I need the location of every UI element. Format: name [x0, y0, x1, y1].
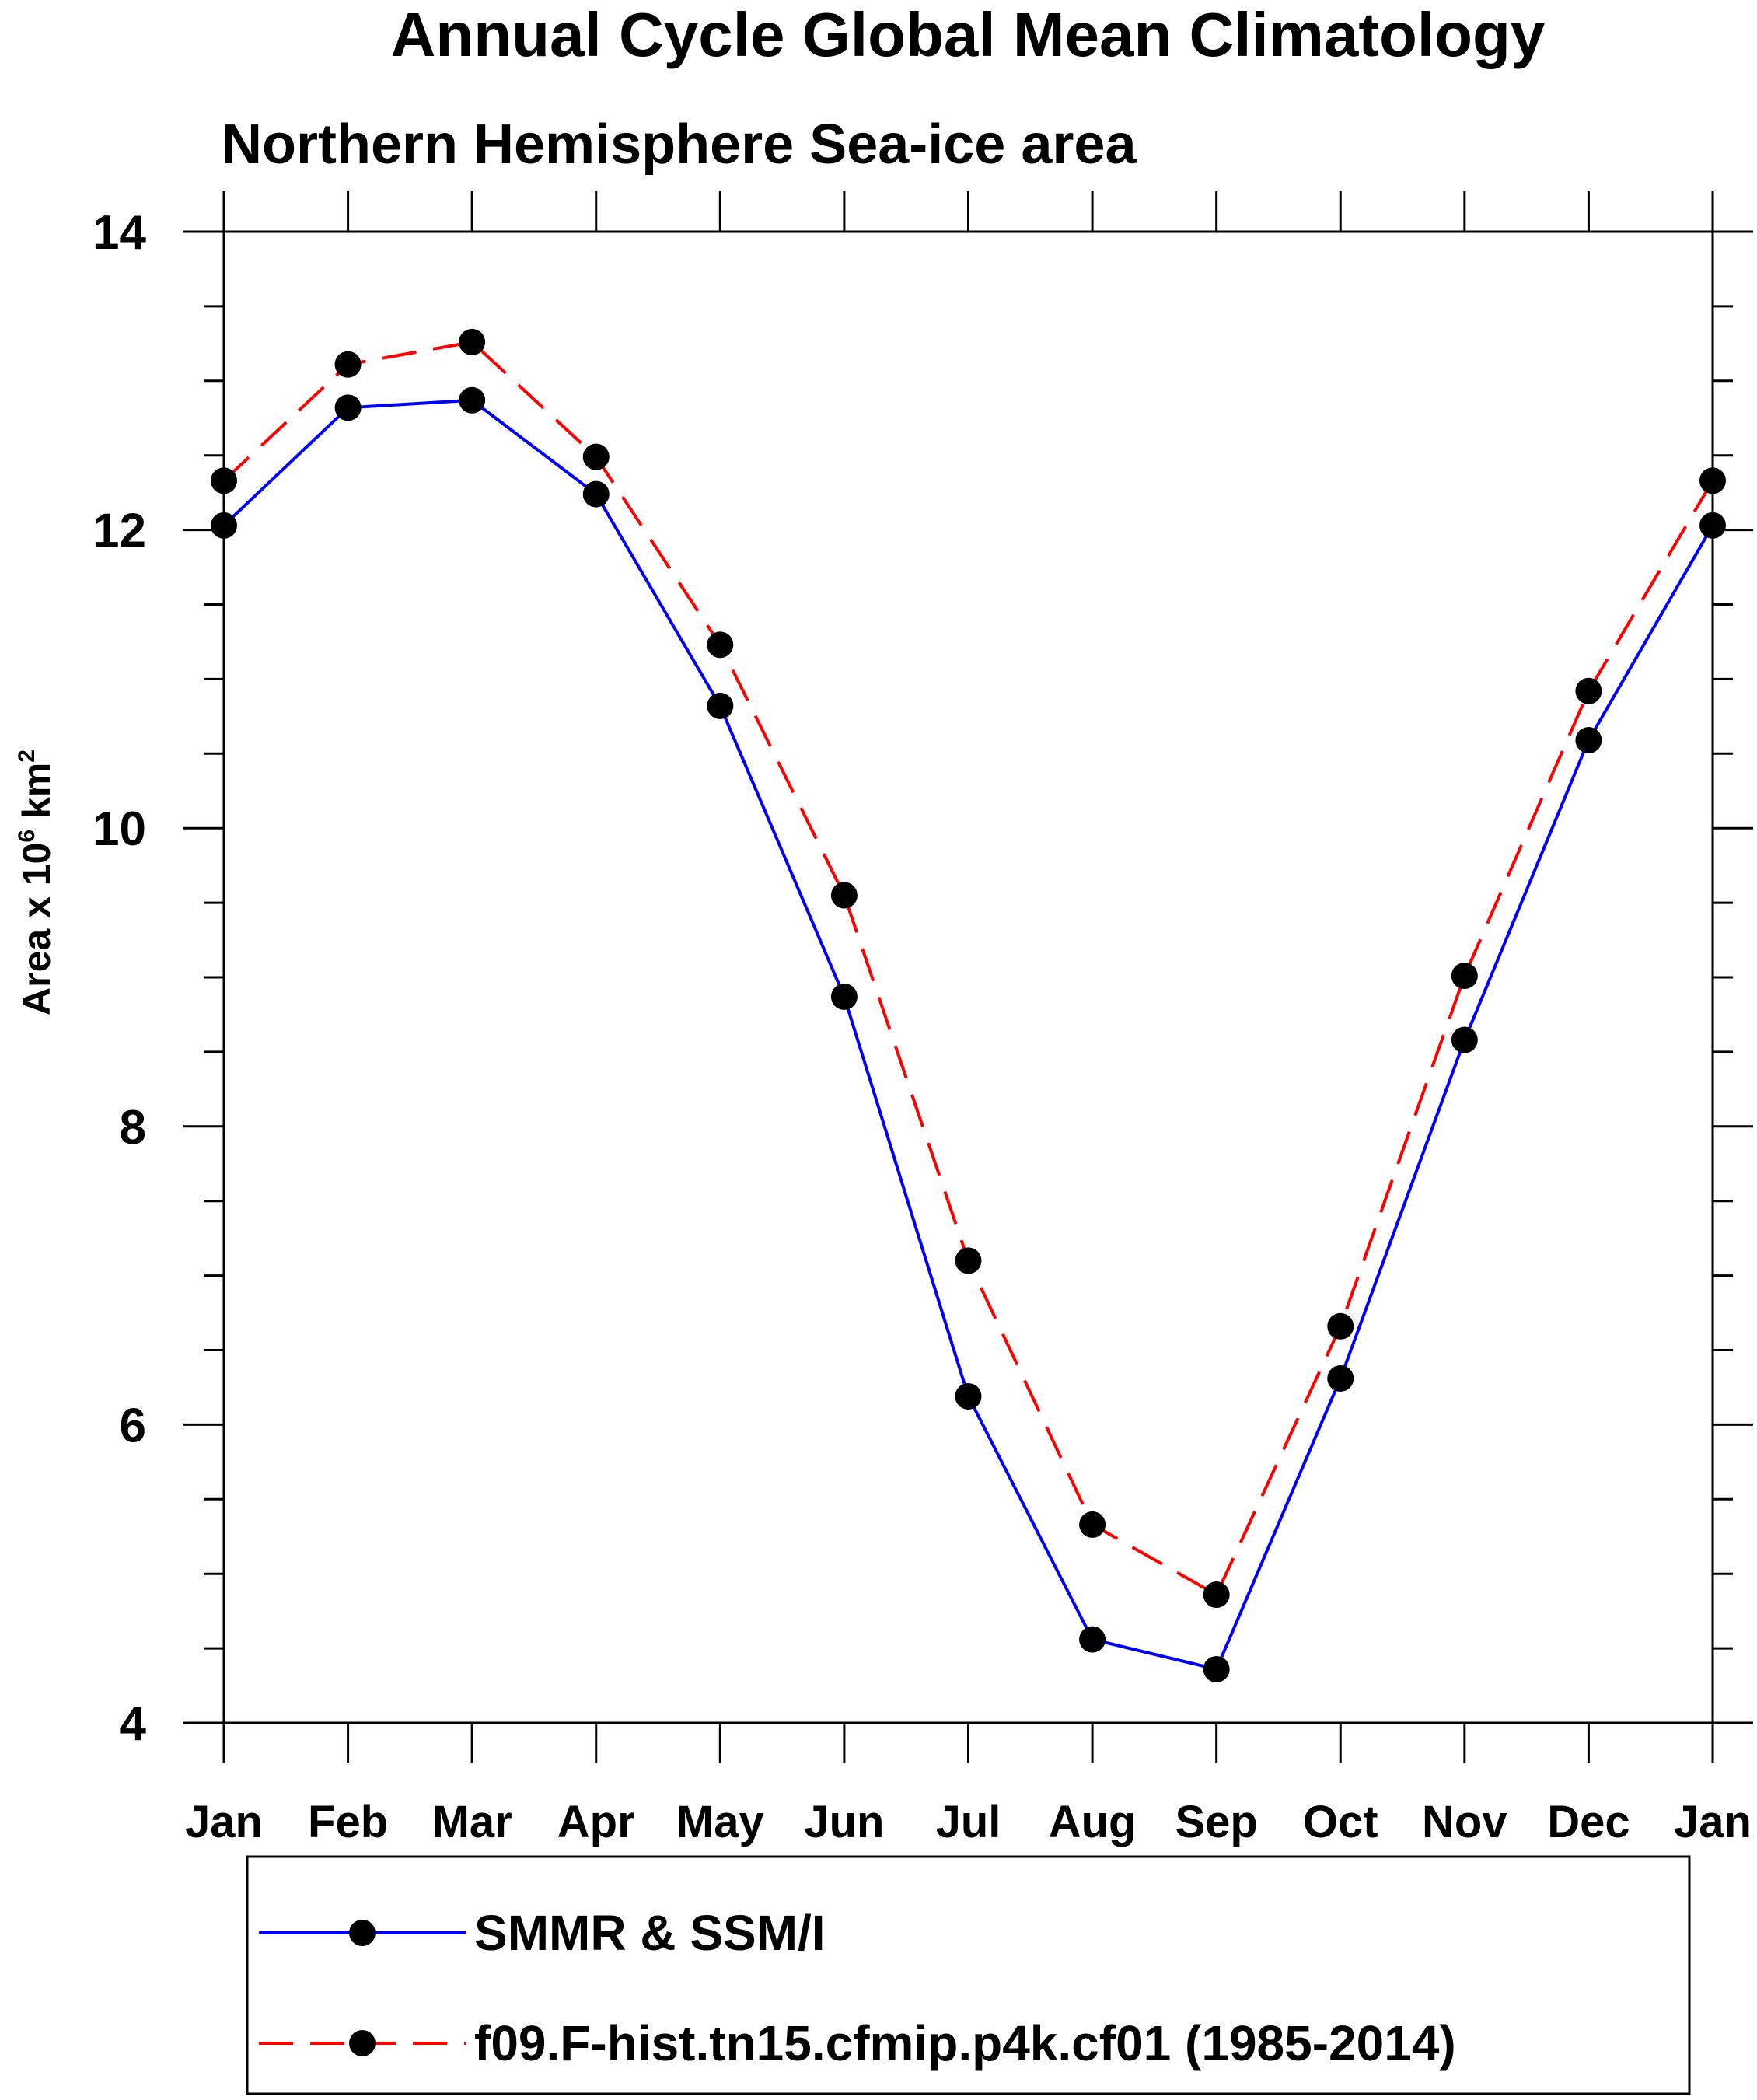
y-tick-label: 6 — [120, 1399, 146, 1452]
y-tick-label: 8 — [120, 1101, 146, 1155]
y-axis-label-main: Area x 10 — [15, 843, 58, 1015]
x-tick-label: Sep — [1175, 1797, 1257, 1847]
y-tick-label: 10 — [93, 802, 146, 856]
data-point — [1079, 1626, 1106, 1653]
y-axis-label-unit-exponent: 2 — [14, 750, 40, 763]
x-tick-label: Jan — [185, 1797, 263, 1847]
chart-title: Annual Cycle Global Mean Climatology — [391, 0, 1546, 69]
data-point — [1575, 727, 1602, 754]
data-point — [334, 394, 362, 421]
y-axis-label-unit: km — [15, 763, 58, 830]
y-axis-label-exponent: 6 — [14, 830, 40, 843]
data-point — [334, 351, 362, 378]
x-tick-label: Jul — [936, 1797, 1001, 1847]
y-tick-label: 4 — [120, 1697, 147, 1751]
data-point — [459, 328, 486, 355]
x-tick-label: Mar — [432, 1797, 512, 1847]
legend-label: f09.F-hist.tn15.cfmip.p4k.cf01 (1985-201… — [474, 2015, 1456, 2071]
legend-swatch-marker — [349, 1920, 376, 1946]
axes: Jan Feb Mar Apr May Jun Jul Aug Sep Oct Nov Dec Jan 4… — [93, 191, 1753, 1847]
data-point — [582, 480, 610, 508]
data-point — [211, 512, 237, 539]
data-point — [1699, 512, 1726, 539]
data-point — [707, 631, 734, 659]
data-point — [1203, 1655, 1230, 1682]
y-axis-label: Area x 106 km2 — [14, 750, 58, 1015]
data-point — [955, 1247, 982, 1274]
x-tick-label: Jan — [1674, 1797, 1752, 1847]
legend-item: f09.F-hist.tn15.cfmip.p4k.cf01 (1985-201… — [259, 2015, 1456, 2071]
data-point — [582, 443, 610, 470]
series-1 — [211, 386, 1726, 1682]
x-tick-label: Feb — [308, 1797, 388, 1847]
data-point — [830, 983, 858, 1010]
legend-items: SMMR & SSM/I f09.F-hist.tn15.cfmip.p4k.cf… — [259, 1905, 1456, 2071]
data-point — [459, 386, 486, 414]
data-point — [211, 467, 237, 494]
x-tick-label: Nov — [1422, 1797, 1507, 1847]
legend-box — [246, 1855, 1691, 2095]
data-point — [1451, 1026, 1478, 1053]
y-tick-label: 12 — [93, 505, 146, 558]
data-point — [1699, 467, 1726, 494]
x-tick-label: May — [676, 1797, 764, 1847]
legend: SMMR & SSM/I f09.F-hist.tn15.cfmip.p4k.cf… — [246, 1855, 1691, 2095]
x-tick-label: Dec — [1547, 1797, 1630, 1847]
x-tick-label: Jun — [804, 1797, 884, 1847]
legend-swatch-marker — [349, 2030, 376, 2056]
data-point — [955, 1382, 982, 1410]
data-point — [830, 882, 858, 909]
data-point — [1079, 1511, 1106, 1538]
data-point — [1327, 1312, 1354, 1340]
series-2 — [211, 328, 1726, 1609]
chart-subtitle: Northern Hemisphere Sea-ice area — [222, 114, 1137, 176]
data-point — [707, 692, 734, 719]
y-tick-label: 14 — [93, 206, 146, 260]
x-tick-label: Apr — [557, 1797, 635, 1847]
series-line — [222, 398, 1714, 1671]
x-tick-label: Oct — [1303, 1797, 1378, 1847]
data-point — [1203, 1581, 1230, 1609]
data-point — [1451, 963, 1478, 990]
legend-item: SMMR & SSM/I — [259, 1905, 826, 1961]
series-layer — [211, 328, 1726, 1682]
data-point — [1575, 677, 1602, 704]
data-point — [1327, 1364, 1354, 1392]
legend-label: SMMR & SSM/I — [474, 1905, 826, 1961]
x-tick-label: Aug — [1049, 1797, 1137, 1847]
